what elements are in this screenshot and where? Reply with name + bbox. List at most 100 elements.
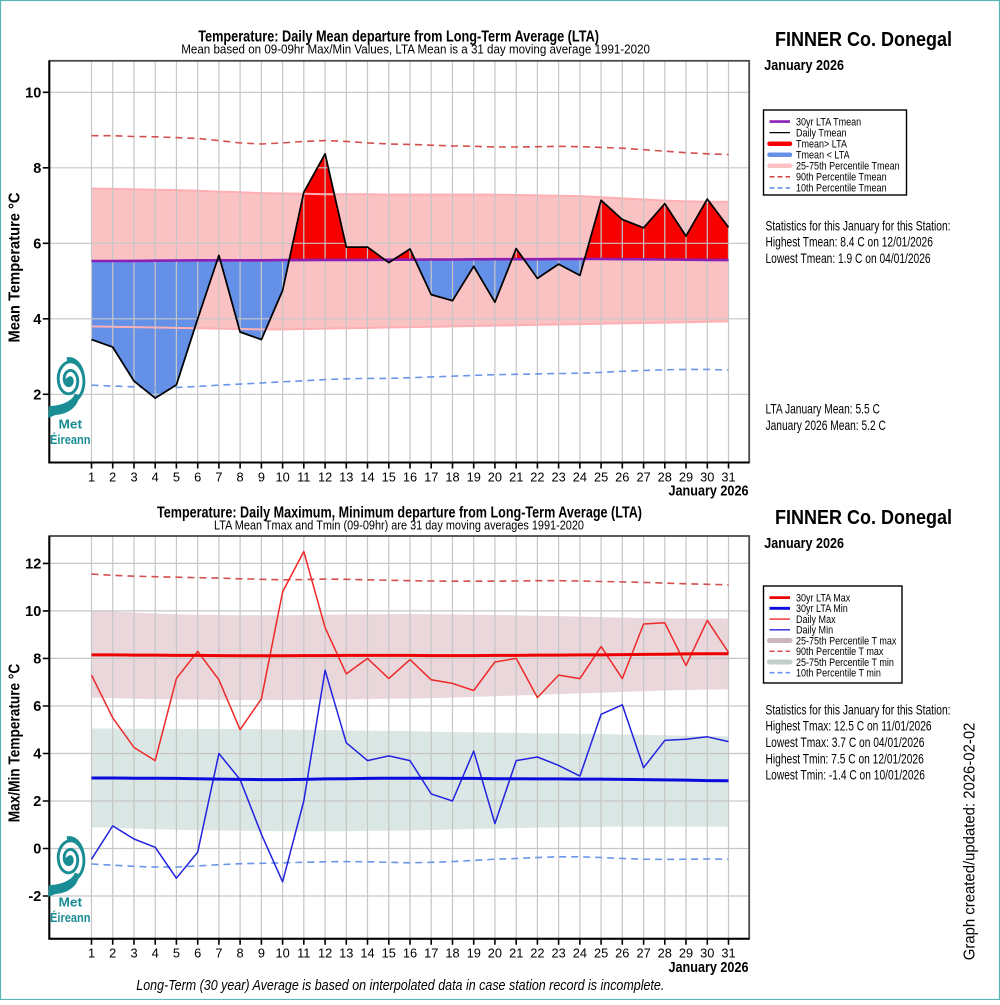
svg-text:Statistics for this January fo: Statistics for this January for this Sta… [766,217,951,233]
svg-text:4: 4 [33,747,41,763]
svg-text:FINNER Co. Donegal: FINNER Co. Donegal [775,507,952,529]
svg-text:Highest Tmax: 12.5 C on 11/01/: Highest Tmax: 12.5 C on 11/01/2026 [766,718,932,734]
svg-text:14: 14 [360,469,374,484]
svg-text:31: 31 [721,469,735,484]
svg-text:5: 5 [173,945,180,960]
svg-text:26: 26 [615,469,629,484]
svg-text:Daily Tmean: Daily Tmean [796,128,847,140]
svg-text:Lowest Tmin: -1.4 C on 10/01/2: Lowest Tmin: -1.4 C on 10/01/2026 [766,767,926,783]
svg-text:0: 0 [33,842,41,858]
svg-text:10: 10 [275,945,289,960]
svg-text:Mean based on 09-09hr Max/Min: Mean based on 09-09hr Max/Min Values, LT… [181,43,650,57]
svg-text:1: 1 [88,469,95,484]
svg-text:22: 22 [530,945,544,960]
svg-text:26: 26 [615,945,629,960]
svg-text:12: 12 [318,469,332,484]
svg-text:28: 28 [658,469,672,484]
svg-text:Daily Min: Daily Min [796,625,833,637]
svg-text:7: 7 [215,945,222,960]
svg-text:2: 2 [109,945,116,960]
svg-text:90th Percentile T max: 90th Percentile T max [796,646,884,658]
svg-text:17: 17 [424,469,438,484]
svg-text:3: 3 [130,945,137,960]
svg-text:January 2026: January 2026 [764,58,844,74]
svg-text:January 2026: January 2026 [669,484,749,500]
svg-text:Daily Max: Daily Max [796,614,836,626]
svg-text:6: 6 [194,469,201,484]
svg-text:23: 23 [551,945,565,960]
svg-text:29: 29 [679,469,693,484]
svg-text:Temperature: Daily Maximum, Mi: Temperature: Daily Maximum, Minimum depa… [157,504,642,521]
svg-text:10th Percentile T min: 10th Percentile T min [796,668,881,680]
svg-text:18: 18 [445,469,459,484]
svg-text:Tmean> LTA: Tmean> LTA [796,139,848,151]
svg-text:Éireann: Éireann [50,910,91,925]
svg-text:Long-Term (30 year) Average is: Long-Term (30 year) Average is based on … [136,978,664,994]
svg-text:28: 28 [658,945,672,960]
svg-text:FINNER Co. Donegal: FINNER Co. Donegal [775,29,952,51]
svg-text:10: 10 [275,469,289,484]
svg-text:30: 30 [700,469,714,484]
svg-text:Graph created/updated: 2026-0: Graph created/updated: 2026-02-02 [962,723,979,961]
svg-text:Tmean < LTA: Tmean < LTA [796,150,850,162]
svg-text:24: 24 [573,469,587,484]
svg-text:LTA January Mean: 5.5 C: LTA January Mean: 5.5 C [766,401,880,417]
svg-text:90th Percentile Tmean: 90th Percentile Tmean [796,172,887,184]
svg-text:4: 4 [33,312,41,328]
svg-text:15: 15 [382,469,396,484]
svg-text:1: 1 [88,945,95,960]
svg-text:25-75th Percentile T max: 25-75th Percentile T max [796,635,897,647]
svg-text:Statistics for this January fo: Statistics for this January for this Sta… [766,701,951,717]
svg-text:12: 12 [318,945,332,960]
svg-text:27: 27 [636,469,650,484]
svg-text:LTA Mean Tmax and Tmin (09-09h: LTA Mean Tmax and Tmin (09-09hr) are 31 … [214,518,584,532]
svg-text:18: 18 [445,945,459,960]
svg-text:30: 30 [700,945,714,960]
svg-text:12: 12 [25,557,41,573]
svg-text:8: 8 [237,945,244,960]
svg-text:9: 9 [258,469,265,484]
svg-text:9: 9 [258,945,265,960]
svg-text:24: 24 [573,945,587,960]
svg-text:Highest Tmean: 8.4 C on 12/01/: Highest Tmean: 8.4 C on 12/01/2026 [766,234,934,250]
svg-text:8: 8 [33,161,41,177]
svg-text:10: 10 [25,604,41,620]
svg-text:10: 10 [25,85,41,101]
svg-text:Highest Tmin: 7.5 C on 12/01/2: Highest Tmin: 7.5 C on 12/01/2026 [766,750,924,766]
svg-text:6: 6 [33,699,41,715]
svg-text:15: 15 [382,945,396,960]
svg-text:Lowest Tmax: 3.7 C on 04/01/20: Lowest Tmax: 3.7 C on 04/01/2026 [766,734,925,750]
svg-text:13: 13 [339,469,353,484]
svg-text:25-75th Percentile Tmean: 25-75th Percentile Tmean [796,161,900,173]
svg-text:2: 2 [109,469,116,484]
svg-text:Met: Met [59,417,83,432]
svg-text:16: 16 [403,469,417,484]
svg-text:17: 17 [424,945,438,960]
svg-text:20: 20 [488,469,502,484]
svg-text:19: 19 [467,469,481,484]
svg-text:Met: Met [59,895,83,910]
svg-text:23: 23 [551,469,565,484]
svg-text:30yr LTA Min: 30yr LTA Min [796,603,848,615]
svg-text:2: 2 [33,794,41,810]
svg-text:January 2026: January 2026 [764,536,844,552]
svg-text:29: 29 [679,945,693,960]
svg-text:11: 11 [297,469,310,484]
svg-text:14: 14 [360,945,374,960]
svg-text:25: 25 [594,469,608,484]
svg-text:13: 13 [339,945,353,960]
svg-text:Lowest Tmean: 1.9 C on 04/01/2: Lowest Tmean: 1.9 C on 04/01/2026 [766,250,931,266]
svg-text:January 2026: January 2026 [669,960,749,976]
svg-text:Éireann: Éireann [50,432,91,447]
svg-text:8: 8 [33,652,41,668]
svg-text:31: 31 [721,945,735,960]
svg-text:25-75th Percentile T min: 25-75th Percentile T min [796,657,894,669]
svg-text:16: 16 [403,945,417,960]
svg-text:Temperature: Daily Mean depart: Temperature: Daily Mean departure from L… [198,29,599,46]
svg-text:30yr LTA Tmean: 30yr LTA Tmean [796,116,861,128]
svg-text:Mean Temperature °C: Mean Temperature °C [7,193,24,343]
svg-text:4: 4 [152,945,159,960]
svg-text:27: 27 [636,945,650,960]
svg-text:Max/Min Temperature °C: Max/Min Temperature °C [7,664,24,822]
svg-text:21: 21 [509,469,523,484]
